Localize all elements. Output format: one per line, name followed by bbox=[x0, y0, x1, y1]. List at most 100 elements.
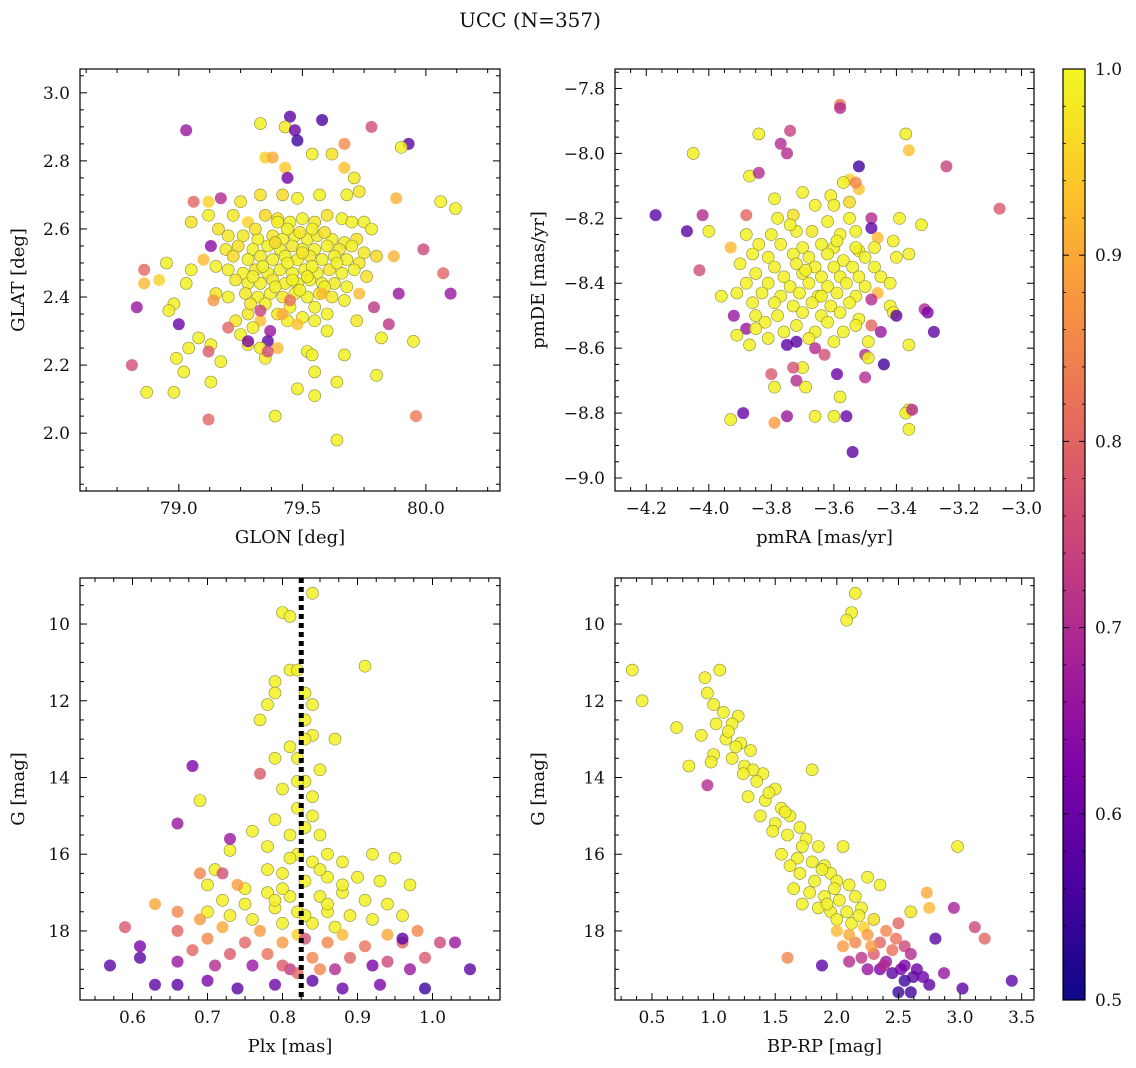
data-point bbox=[283, 610, 297, 623]
data-point bbox=[291, 318, 304, 331]
data-point bbox=[306, 916, 319, 930]
data-point bbox=[231, 878, 244, 891]
data-point bbox=[774, 137, 787, 150]
data-point bbox=[276, 959, 289, 972]
data-point bbox=[680, 225, 693, 238]
data-point bbox=[338, 161, 351, 174]
data-point bbox=[256, 260, 270, 273]
data-point bbox=[865, 212, 878, 225]
data-point bbox=[180, 124, 193, 137]
data-point bbox=[370, 368, 383, 382]
data-point bbox=[360, 270, 373, 283]
data-point bbox=[927, 325, 940, 338]
data-point bbox=[149, 898, 161, 911]
data-point bbox=[796, 306, 809, 319]
data-point bbox=[291, 382, 304, 396]
data-point bbox=[212, 222, 225, 236]
data-point bbox=[858, 280, 872, 293]
data-point bbox=[781, 410, 793, 423]
data-point bbox=[343, 909, 357, 922]
data-point bbox=[246, 959, 259, 972]
data-point bbox=[202, 209, 215, 222]
data-point bbox=[849, 241, 863, 254]
data-point bbox=[202, 413, 215, 426]
scatter-points-plx-g bbox=[104, 586, 476, 995]
data-point bbox=[201, 878, 214, 892]
data-point bbox=[306, 974, 319, 987]
data-point bbox=[805, 763, 819, 777]
data-point bbox=[727, 309, 740, 322]
data-point bbox=[226, 209, 240, 222]
data-point bbox=[730, 328, 744, 342]
data-point bbox=[291, 192, 304, 205]
data-point bbox=[268, 280, 282, 294]
x-tick-label: 0.6 bbox=[119, 1008, 146, 1028]
y-axis-label: G [mag] bbox=[8, 752, 29, 825]
data-point bbox=[104, 959, 116, 972]
data-point bbox=[365, 222, 378, 236]
data-point bbox=[313, 763, 327, 777]
data-point bbox=[904, 986, 917, 999]
data-point bbox=[821, 247, 834, 261]
y-tick-label: 2.6 bbox=[43, 220, 70, 240]
data-point bbox=[921, 306, 934, 319]
data-point bbox=[852, 160, 865, 173]
data-point bbox=[202, 195, 215, 208]
data-point bbox=[194, 913, 206, 926]
data-point bbox=[815, 270, 828, 284]
colorbar-tick-label: 0.6 bbox=[1095, 805, 1122, 825]
data-point bbox=[840, 410, 853, 423]
data-point bbox=[696, 209, 709, 222]
data-point bbox=[868, 260, 881, 274]
data-point bbox=[717, 705, 730, 719]
data-point bbox=[276, 188, 289, 202]
data-point bbox=[336, 855, 349, 869]
data-point bbox=[296, 212, 309, 225]
data-point bbox=[201, 932, 214, 945]
data-point bbox=[140, 385, 153, 399]
data-point bbox=[827, 199, 841, 212]
data-point bbox=[261, 863, 274, 876]
ticks bbox=[80, 578, 500, 1000]
data-point bbox=[246, 270, 260, 283]
data-point bbox=[281, 171, 294, 184]
data-point bbox=[186, 944, 199, 957]
data-point bbox=[874, 270, 888, 284]
x-axis-label: BP-RP [mag] bbox=[767, 1036, 882, 1057]
data-point bbox=[805, 855, 819, 869]
data-point bbox=[254, 304, 267, 317]
data-point bbox=[283, 851, 297, 865]
data-point bbox=[283, 890, 297, 903]
data-point bbox=[381, 928, 394, 941]
data-point bbox=[138, 263, 151, 276]
data-point bbox=[216, 867, 229, 880]
data-point bbox=[306, 586, 319, 600]
data-point bbox=[177, 365, 191, 379]
data-point bbox=[417, 243, 430, 256]
data-point bbox=[861, 963, 874, 976]
data-point bbox=[843, 296, 856, 310]
data-point bbox=[351, 870, 364, 884]
data-point bbox=[306, 855, 319, 869]
data-point bbox=[906, 403, 919, 416]
panel-plx-g: 0.6 0.7 0.8 0.9 1.0 10 12 14 16 18 Plx [mas] G [mag… bbox=[8, 577, 501, 1057]
data-point bbox=[261, 840, 274, 853]
x-tick-label: −3.0 bbox=[1001, 499, 1042, 519]
data-point bbox=[781, 951, 794, 964]
data-point bbox=[890, 250, 903, 264]
data-point bbox=[821, 215, 834, 228]
data-point bbox=[790, 319, 803, 332]
data-point bbox=[281, 222, 294, 236]
data-point bbox=[244, 297, 257, 311]
data-point bbox=[366, 959, 379, 972]
data-point bbox=[993, 202, 1006, 215]
data-point bbox=[321, 936, 334, 949]
data-point bbox=[254, 767, 266, 780]
data-point bbox=[306, 790, 319, 804]
ticks bbox=[80, 69, 500, 491]
data-point bbox=[281, 256, 294, 270]
x-tick-label: 3.0 bbox=[947, 1008, 974, 1028]
data-point bbox=[833, 306, 847, 319]
data-point bbox=[880, 924, 893, 937]
data-point bbox=[904, 948, 917, 960]
